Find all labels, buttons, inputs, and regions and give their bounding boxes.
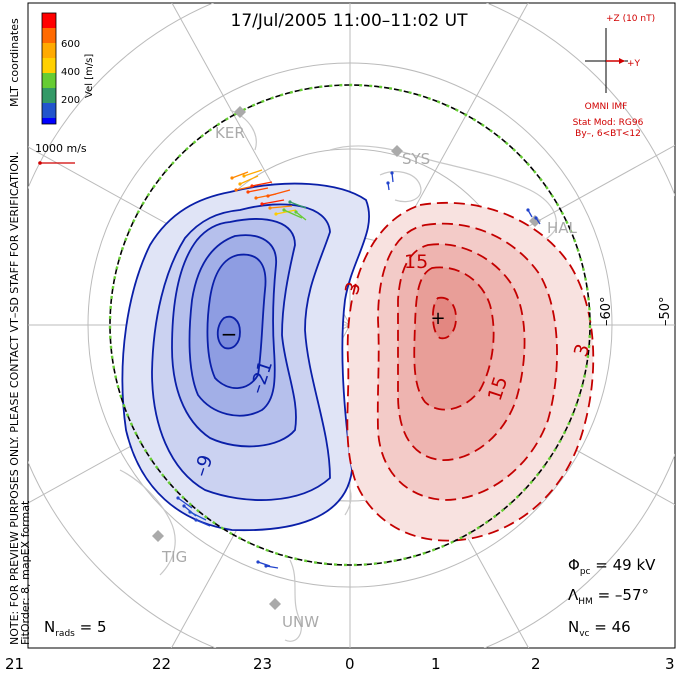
- station-markers: [152, 106, 541, 610]
- colorbar-tick-600: 600: [61, 39, 80, 50]
- pos-contour-5: [432, 296, 457, 340]
- velocity-colorbar: 600 400 200 Vel [m/s]: [41, 12, 95, 125]
- stat-n-vc: Nvc = 46: [568, 618, 631, 639]
- lat-label-60: –60°: [599, 296, 614, 326]
- colorbar-seg-4: [42, 58, 56, 73]
- map-title: 17/Jul/2005 11:00–11:02 UT: [231, 11, 469, 31]
- imf-y-label: +Y: [627, 59, 641, 69]
- colorbar-tick-400: 400: [61, 67, 80, 78]
- colorbar-seg-6: [42, 88, 56, 103]
- imf-z-label: +Z (10 nT): [606, 14, 655, 24]
- station-icon-sys: [391, 145, 403, 157]
- stats-panel: Φpc = 49 kV ΛHM = –57° Nvc = 46 Nrads = …: [44, 556, 656, 639]
- mlt-tick-23: 23: [253, 655, 272, 673]
- colorbar-seg-2: [42, 28, 56, 43]
- colorbar-seg-7: [42, 103, 56, 118]
- contour-label-pos-15-top: 15: [404, 251, 428, 273]
- mlt-tick-2: 2: [531, 655, 541, 673]
- mlt-axis: 21 22 23 0 1 2 3: [5, 655, 675, 673]
- colorbar-seg-5: [42, 73, 56, 88]
- preview-note: NOTE: FOR PREVIEW PURPOSES ONLY. PLEASE …: [8, 151, 21, 645]
- colorbar-label: Vel [m/s]: [84, 54, 95, 98]
- mlt-tick-0: 0: [345, 655, 355, 673]
- potential-max-marker: +: [430, 308, 445, 329]
- pos-contour-4: [413, 266, 495, 411]
- reference-vector-label: 1000 m/s: [35, 142, 87, 155]
- imf-condition: By–, 6<BT<12: [575, 129, 641, 139]
- station-label-ker: KER: [215, 124, 245, 142]
- negative-cell: [121, 182, 371, 532]
- hm-boundary-black: [109, 84, 591, 566]
- station-icon-unw: [269, 598, 281, 610]
- fit-order-note: FitOrder: 8, mapEX format: [19, 500, 32, 645]
- mlt-tick-21: 21: [5, 655, 24, 673]
- mlt-tick-22: 22: [152, 655, 171, 673]
- colorbar-tick-200: 200: [61, 95, 80, 106]
- station-icon-ker: [234, 106, 246, 118]
- mlt-tick-1: 1: [431, 655, 441, 673]
- stat-phi-pc: Φpc = 49 kV: [568, 556, 656, 577]
- station-label-hal: HAL: [547, 219, 578, 237]
- imf-model: Stat Mod: RG96: [573, 118, 644, 128]
- imf-dial: +Z (10 nT) +Y OMNI IMF Stat Mod: RG96 By…: [573, 14, 655, 139]
- station-icon-tig: [152, 530, 164, 542]
- colorbar-seg-1: [42, 13, 56, 28]
- neg-contour-6: [216, 315, 241, 350]
- mlt-coordinates-label: MLT coordinates: [8, 18, 21, 107]
- station-icon-hal: [529, 215, 541, 227]
- positive-cell: [346, 201, 595, 542]
- colorbar-seg-8: [42, 118, 56, 124]
- mlt-tick-3: 3: [665, 655, 675, 673]
- coastlines: [119, 109, 557, 642]
- lat-label-50: –50°: [658, 296, 673, 326]
- station-label-tig: TIG: [161, 548, 187, 566]
- imf-source: OMNI IMF: [585, 102, 628, 112]
- stat-n-rads: Nrads = 5: [44, 618, 107, 639]
- station-label-unw: UNW: [282, 613, 319, 631]
- colorbar-seg-3: [42, 43, 56, 58]
- potential-min-marker: −: [221, 322, 238, 346]
- velocity-vectors: [176, 169, 541, 569]
- station-label-sys: SYS: [402, 150, 430, 168]
- stat-lambda-hm: ΛHM = –57°: [568, 586, 649, 607]
